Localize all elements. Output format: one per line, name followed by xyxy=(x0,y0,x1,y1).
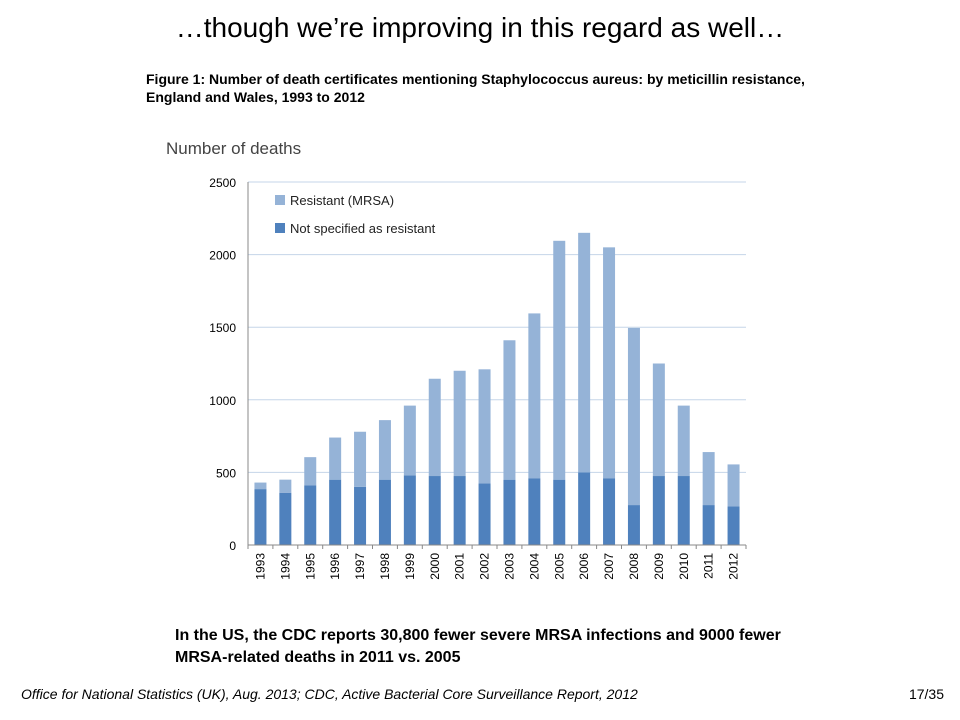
bar-resistant-mrsa xyxy=(403,405,416,476)
bar-not-resistant xyxy=(603,478,616,545)
x-tick-label: 2007 xyxy=(602,553,616,580)
bar-resistant-mrsa xyxy=(603,247,616,479)
y-tick-label: 2000 xyxy=(209,249,236,263)
bar-not-resistant xyxy=(329,479,342,545)
bar-not-resistant xyxy=(254,489,267,545)
bar-not-resistant xyxy=(702,505,715,545)
bar-resistant-mrsa xyxy=(428,378,441,477)
legend: Resistant (MRSA) Not specified as resista… xyxy=(275,193,436,236)
bar-not-resistant xyxy=(478,483,491,545)
bar-resistant-mrsa xyxy=(652,363,665,477)
bar-resistant-mrsa xyxy=(503,340,516,480)
bar-resistant-mrsa xyxy=(329,437,342,480)
source-citation: Office for National Statistics (UK), Aug… xyxy=(21,686,638,702)
bar-resistant-mrsa xyxy=(354,431,367,487)
x-tick-label: 2009 xyxy=(652,553,666,580)
x-tick-label: 2008 xyxy=(627,553,641,580)
bar-not-resistant xyxy=(528,478,541,545)
y-tick-label: 0 xyxy=(229,539,236,553)
legend-swatch xyxy=(275,223,285,233)
y-axis-label: Number of deaths xyxy=(166,139,301,158)
note-text: In the US, the CDC reports 30,800 fewer … xyxy=(175,627,781,666)
x-tick-label: 2010 xyxy=(677,553,691,580)
x-tick-label: 2004 xyxy=(527,553,541,580)
x-tick-label: 1995 xyxy=(303,553,317,580)
bar-not-resistant xyxy=(727,506,740,545)
bar-not-resistant xyxy=(428,476,441,545)
x-tick-label: 1996 xyxy=(328,553,342,580)
x-tick-label: 1998 xyxy=(378,553,392,580)
bar-not-resistant xyxy=(652,476,665,545)
figure-caption: Figure 1: Number of death certificates m… xyxy=(146,71,805,105)
bar-resistant-mrsa xyxy=(727,464,740,507)
y-tick-label: 1000 xyxy=(209,394,236,408)
x-tick-label: 1993 xyxy=(253,553,267,580)
y-tick-label: 1500 xyxy=(209,321,236,335)
bar-resistant-mrsa xyxy=(304,457,317,486)
bar-not-resistant xyxy=(453,476,466,545)
y-tick-label: 500 xyxy=(216,466,236,480)
x-tick-label: 2003 xyxy=(502,553,516,580)
bar-resistant-mrsa xyxy=(378,420,391,480)
legend-label: Not specified as resistant xyxy=(290,221,436,236)
axes xyxy=(247,182,747,549)
bar-not-resistant xyxy=(578,472,591,545)
bar-resistant-mrsa xyxy=(453,370,466,477)
bar-resistant-mrsa xyxy=(254,482,267,490)
bar-not-resistant xyxy=(503,479,516,545)
bar-not-resistant xyxy=(403,475,416,545)
x-tick-label: 2005 xyxy=(552,553,566,580)
page-number: 17/35 xyxy=(908,686,944,702)
bar-not-resistant xyxy=(378,479,391,545)
bar-resistant-mrsa xyxy=(677,405,690,477)
bar-resistant-mrsa xyxy=(578,232,591,473)
bar-resistant-mrsa xyxy=(279,479,292,493)
y-tick-labels: 0 500 1000 1500 2000 2500 xyxy=(209,176,236,553)
x-tick-labels: 1993 1994 1995 1996 1997 1998 1999 2000 2001 2002… xyxy=(253,553,740,580)
legend-label: Resistant (MRSA) xyxy=(290,193,394,208)
y-tick-label: 2500 xyxy=(209,176,236,190)
bar-not-resistant xyxy=(304,485,317,545)
x-tick-label: 2002 xyxy=(478,553,492,580)
x-tick-label: 1999 xyxy=(403,553,417,580)
x-tick-label: 2001 xyxy=(453,553,467,580)
bar-not-resistant xyxy=(677,476,690,545)
bar-not-resistant xyxy=(553,479,566,545)
bar-not-resistant xyxy=(354,486,367,545)
bar-resistant-mrsa xyxy=(627,327,640,506)
bar-resistant-mrsa xyxy=(478,369,491,484)
bar-not-resistant xyxy=(279,492,292,545)
slide-title: …though we’re improving in this regard a… xyxy=(175,12,785,43)
stacked-bar-chart: Number of deaths 0 500 1000 1500 2000 2500 19… xyxy=(166,139,747,580)
bar-resistant-mrsa xyxy=(702,452,715,506)
bars xyxy=(254,232,740,545)
x-tick-label: 2012 xyxy=(727,553,741,580)
x-tick-label: 2000 xyxy=(428,553,442,580)
x-tick-label: 1994 xyxy=(278,553,292,580)
bar-resistant-mrsa xyxy=(553,240,566,480)
bar-resistant-mrsa xyxy=(528,313,541,479)
x-tick-label: 2011 xyxy=(702,553,716,579)
x-tick-label: 1997 xyxy=(353,553,367,580)
x-tick-label: 2006 xyxy=(577,553,591,580)
bar-not-resistant xyxy=(627,505,640,545)
legend-swatch xyxy=(275,195,285,205)
